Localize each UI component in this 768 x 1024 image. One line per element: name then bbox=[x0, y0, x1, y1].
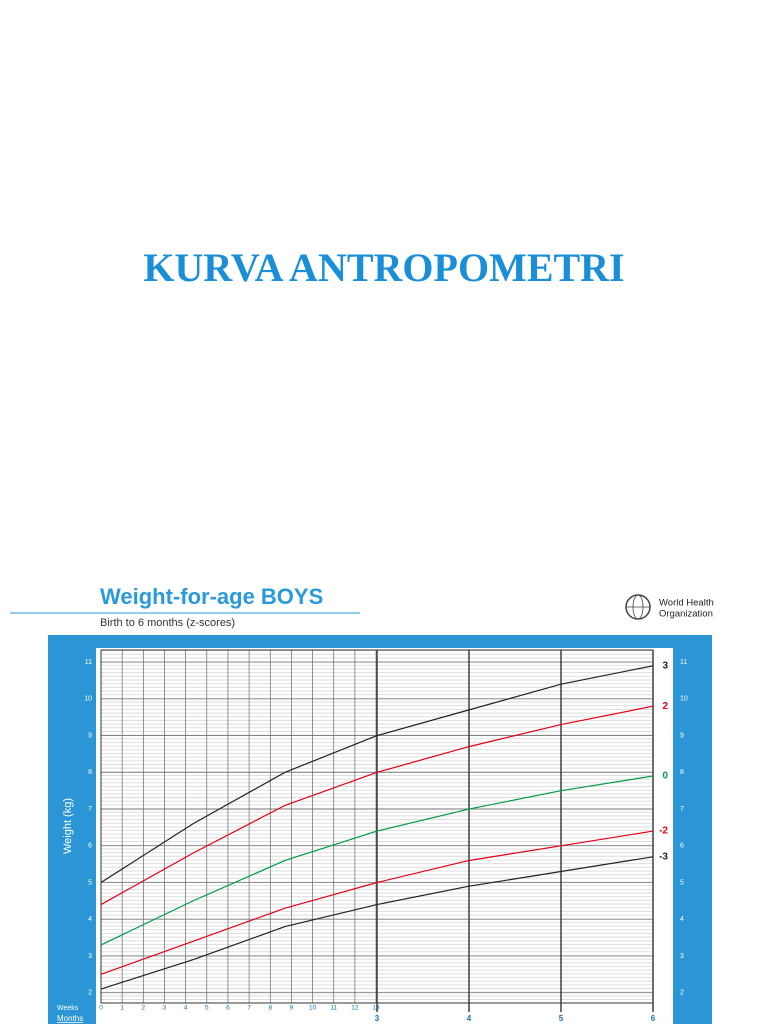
week-tick-label: 12 bbox=[351, 1005, 359, 1012]
week-tick-label: 13 bbox=[372, 1005, 380, 1012]
week-tick-label: 1 bbox=[120, 1005, 124, 1012]
y-tick-label: 9 bbox=[88, 732, 92, 739]
week-tick-label: 9 bbox=[290, 1005, 294, 1012]
y-tick-label: 6 bbox=[88, 843, 92, 850]
y-tick-label: 11 bbox=[85, 659, 92, 666]
y-tick-label: 3 bbox=[88, 953, 92, 960]
y-tick-label-right: 11 bbox=[680, 659, 687, 666]
y-tick-label: 4 bbox=[88, 916, 92, 923]
plot-frame bbox=[100, 649, 654, 1004]
y-tick-label: 2 bbox=[88, 990, 92, 997]
week-tick-label: 8 bbox=[268, 1005, 272, 1012]
week-tick-label: 10 bbox=[309, 1005, 317, 1012]
week-tick-label: 3 bbox=[163, 1005, 167, 1012]
week-tick-label: 5 bbox=[205, 1005, 209, 1012]
week-tick-label: 7 bbox=[247, 1005, 251, 1012]
week-tick-label: 11 bbox=[330, 1005, 337, 1012]
y-tick-label: 10 bbox=[84, 696, 92, 703]
y-tick-label-right: 9 bbox=[680, 732, 684, 739]
chart-subtitle: Birth to 6 months (z-scores) bbox=[100, 617, 235, 629]
y-tick-label: 7 bbox=[88, 806, 92, 813]
y-tick-label-right: 2 bbox=[680, 990, 684, 997]
slide-title: KURVA ANTROPOMETRI bbox=[143, 245, 624, 290]
series-label: 3 bbox=[662, 660, 668, 671]
chart-title: Weight-for-age BOYS bbox=[100, 584, 323, 609]
curve bbox=[100, 856, 654, 990]
y-tick-label-right: 4 bbox=[680, 916, 684, 923]
x-axis-label: Months bbox=[57, 1014, 83, 1023]
who-logo: World Health Organization bbox=[625, 594, 714, 620]
week-tick-label: 0 bbox=[99, 1005, 103, 1012]
x-tick-label: 6 bbox=[651, 1014, 656, 1023]
curve bbox=[100, 830, 654, 975]
y-tick-label-right: 6 bbox=[680, 843, 684, 850]
logo-text: World Health bbox=[659, 598, 714, 609]
week-tick-label: 2 bbox=[142, 1005, 146, 1012]
y-tick-label-right: 3 bbox=[680, 953, 684, 960]
logo-text: Organization bbox=[659, 609, 713, 620]
week-tick-label: 6 bbox=[226, 1005, 230, 1012]
x-tick-label: 3 bbox=[375, 1014, 380, 1023]
weeks-label: Weeks bbox=[57, 1005, 79, 1012]
series-label: -3 bbox=[659, 851, 668, 862]
y-tick-label-right: 7 bbox=[680, 806, 684, 813]
series-label: 0 bbox=[662, 771, 668, 782]
y-axis-label: Weight (kg) bbox=[62, 798, 74, 854]
curve bbox=[100, 775, 654, 946]
x-tick-label: 4 bbox=[467, 1014, 472, 1023]
y-tick-label-right: 5 bbox=[680, 879, 684, 886]
curve bbox=[100, 705, 654, 906]
series-label: -2 bbox=[659, 826, 668, 837]
x-tick-label: 5 bbox=[559, 1014, 564, 1023]
series-label: 2 bbox=[662, 701, 668, 712]
curve bbox=[100, 665, 654, 884]
y-tick-label: 5 bbox=[88, 879, 92, 886]
week-tick-label: 4 bbox=[184, 1005, 188, 1012]
y-tick-label: 8 bbox=[88, 769, 92, 776]
y-tick-label-right: 8 bbox=[680, 769, 684, 776]
y-tick-label-right: 10 bbox=[680, 696, 688, 703]
